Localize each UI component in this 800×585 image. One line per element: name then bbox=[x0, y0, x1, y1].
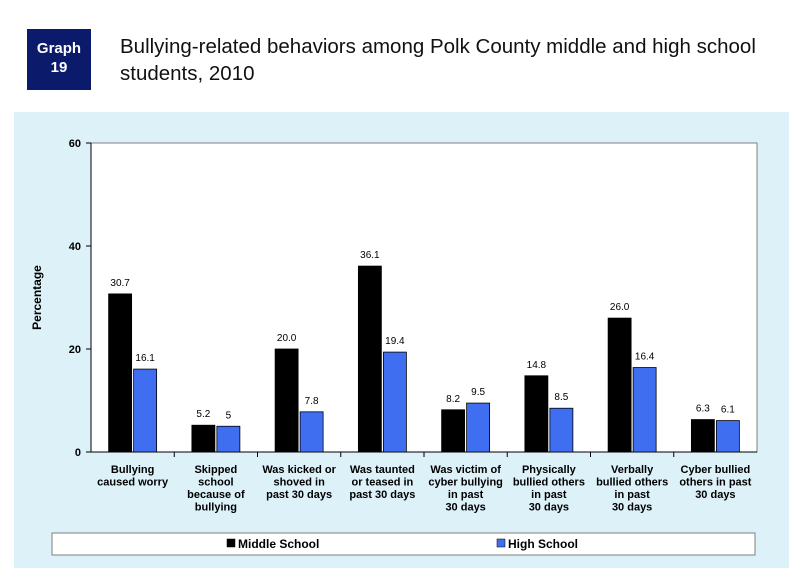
y-tick-label: 20 bbox=[69, 344, 81, 356]
bar-middle-school bbox=[108, 293, 133, 453]
graph-number-badge: Graph 19 bbox=[27, 29, 91, 90]
x-category-label: bullied others bbox=[596, 477, 668, 489]
legend-swatch-middle-school bbox=[226, 538, 236, 548]
bar-middle-school bbox=[441, 409, 466, 453]
legend-swatch-high-school bbox=[496, 538, 506, 548]
data-label: 9.5 bbox=[471, 387, 485, 398]
x-category-label: because of bbox=[187, 489, 245, 501]
x-category-label: Bullying bbox=[111, 464, 154, 476]
bar-high-school bbox=[299, 411, 324, 453]
data-label: 8.5 bbox=[554, 392, 568, 403]
data-label: 14.8 bbox=[527, 360, 547, 371]
data-label: 36.1 bbox=[360, 250, 380, 261]
plot-area bbox=[90, 142, 758, 453]
x-category-label: past 30 days bbox=[266, 489, 332, 501]
bar-high-school bbox=[549, 407, 574, 453]
chart-title: Bullying-related behaviors among Polk Co… bbox=[120, 35, 756, 85]
data-label: 16.1 bbox=[135, 353, 155, 364]
legend-label-middle-school: Middle School bbox=[238, 537, 319, 551]
bar-high-school bbox=[382, 351, 407, 453]
badge-number: 19 bbox=[50, 59, 68, 76]
x-category-label: Verbally bbox=[611, 464, 654, 476]
y-tick-label: 60 bbox=[69, 138, 81, 150]
data-label: 26.0 bbox=[610, 302, 630, 313]
x-category-label: shoved in bbox=[273, 477, 325, 489]
data-label: 6.1 bbox=[721, 405, 735, 416]
x-category-label: in past bbox=[614, 489, 650, 501]
x-category-label: Was taunted bbox=[350, 464, 415, 476]
bar-middle-school bbox=[191, 424, 216, 453]
badge-label: Graph bbox=[36, 40, 82, 57]
data-label: 20.0 bbox=[277, 333, 297, 344]
bar-high-school bbox=[466, 402, 491, 453]
x-category-label: past 30 days bbox=[349, 489, 415, 501]
x-category-label: Was kicked or bbox=[262, 464, 336, 476]
x-category-label: Physically bbox=[522, 464, 577, 476]
y-axis-title: Percentage bbox=[30, 265, 44, 330]
legend-label-high-school: High School bbox=[508, 537, 578, 551]
bar-high-school bbox=[133, 368, 158, 453]
x-category-label: caused worry bbox=[97, 477, 169, 489]
data-label: 16.4 bbox=[635, 352, 655, 363]
x-category-label: Was victim of bbox=[430, 464, 501, 476]
bar-middle-school bbox=[274, 348, 299, 453]
bar-middle-school bbox=[357, 265, 382, 453]
x-category-label: school bbox=[198, 477, 233, 489]
legend-box bbox=[51, 532, 756, 556]
x-category-label: 30 days bbox=[695, 489, 735, 501]
x-category-label: bullying bbox=[195, 502, 237, 514]
data-label: 6.3 bbox=[696, 404, 710, 415]
x-category-label: cyber bullying bbox=[428, 477, 503, 489]
data-label: 5.2 bbox=[196, 409, 210, 420]
data-label: 30.7 bbox=[110, 278, 130, 289]
bar-middle-school bbox=[607, 317, 632, 453]
bar-high-school bbox=[632, 367, 657, 453]
x-category-label: 30 days bbox=[529, 502, 569, 514]
x-category-label: or teased in bbox=[352, 477, 414, 489]
bar-high-school bbox=[715, 420, 740, 453]
bar-middle-school bbox=[524, 375, 549, 453]
y-tick-label: 0 bbox=[75, 447, 81, 459]
data-label: 19.4 bbox=[385, 336, 405, 347]
x-category-label: in past bbox=[531, 489, 567, 501]
x-category-label: 30 days bbox=[445, 502, 485, 514]
data-label: 5 bbox=[226, 410, 232, 421]
bar-high-school bbox=[216, 425, 241, 453]
x-category-label: Cyber bullied bbox=[681, 464, 751, 476]
x-category-label: in past bbox=[448, 489, 484, 501]
y-tick-label: 40 bbox=[69, 241, 81, 253]
x-category-label: others in past bbox=[679, 477, 751, 489]
data-label: 7.8 bbox=[305, 396, 319, 407]
x-category-label: bullied others bbox=[513, 477, 585, 489]
x-category-label: Skipped bbox=[194, 464, 237, 476]
data-label: 8.2 bbox=[446, 394, 460, 405]
x-category-label: 30 days bbox=[612, 502, 652, 514]
bar-middle-school bbox=[690, 419, 715, 453]
